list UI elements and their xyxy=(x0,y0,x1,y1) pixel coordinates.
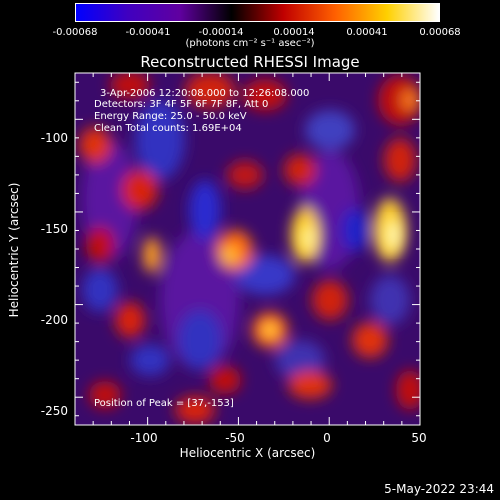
x-tick-label: -100 xyxy=(130,431,158,445)
colorbar-tick: 0.00068 xyxy=(419,27,461,38)
colorbar-tick: 0.00041 xyxy=(346,27,388,38)
x-axis-label: Heliocentric X (arcsec) xyxy=(179,446,316,460)
colorbar xyxy=(75,3,440,22)
x-tick-label: 50 xyxy=(411,431,427,445)
rhessi-image xyxy=(75,73,420,425)
peak-position-annotation: Position of Peak = [37,-153] xyxy=(94,398,234,409)
y-axis-label: Heliocentric Y (arcsec) xyxy=(7,182,21,318)
x-tick-label: 0 xyxy=(323,431,331,445)
y-tick-label: -200 xyxy=(40,313,68,327)
colorbar-tick: -0.00014 xyxy=(198,27,244,38)
axis-ticks xyxy=(74,73,421,425)
x-tick-label: -50 xyxy=(225,431,245,445)
time-range-annotation: 3-Apr-2006 12:20:08.000 to 12:26:08.000 xyxy=(100,88,310,99)
y-tick-label: -150 xyxy=(40,222,68,236)
colorbar-tick: 0.00014 xyxy=(273,27,315,38)
plot-date-stamp: 5-May-2022 23:44 xyxy=(384,482,494,496)
detectors-annotation: Detectors: 3F 4F 5F 6F 7F 8F, Att 0 xyxy=(94,99,269,110)
y-tick-label: -250 xyxy=(40,404,68,418)
plot-title: Reconstructed RHESSI Image xyxy=(140,53,360,71)
y-tick-label: -100 xyxy=(40,131,68,145)
energy-range-annotation: Energy Range: 25.0 - 50.0 keV xyxy=(94,111,247,122)
method-counts-annotation: Clean Total counts: 1.69E+04 xyxy=(94,123,242,134)
colorbar-tick: -0.00041 xyxy=(125,27,171,38)
colorbar-tick: -0.00068 xyxy=(52,27,98,38)
colorbar-units: (photons cm⁻² s⁻¹ asec⁻²) xyxy=(185,38,315,49)
